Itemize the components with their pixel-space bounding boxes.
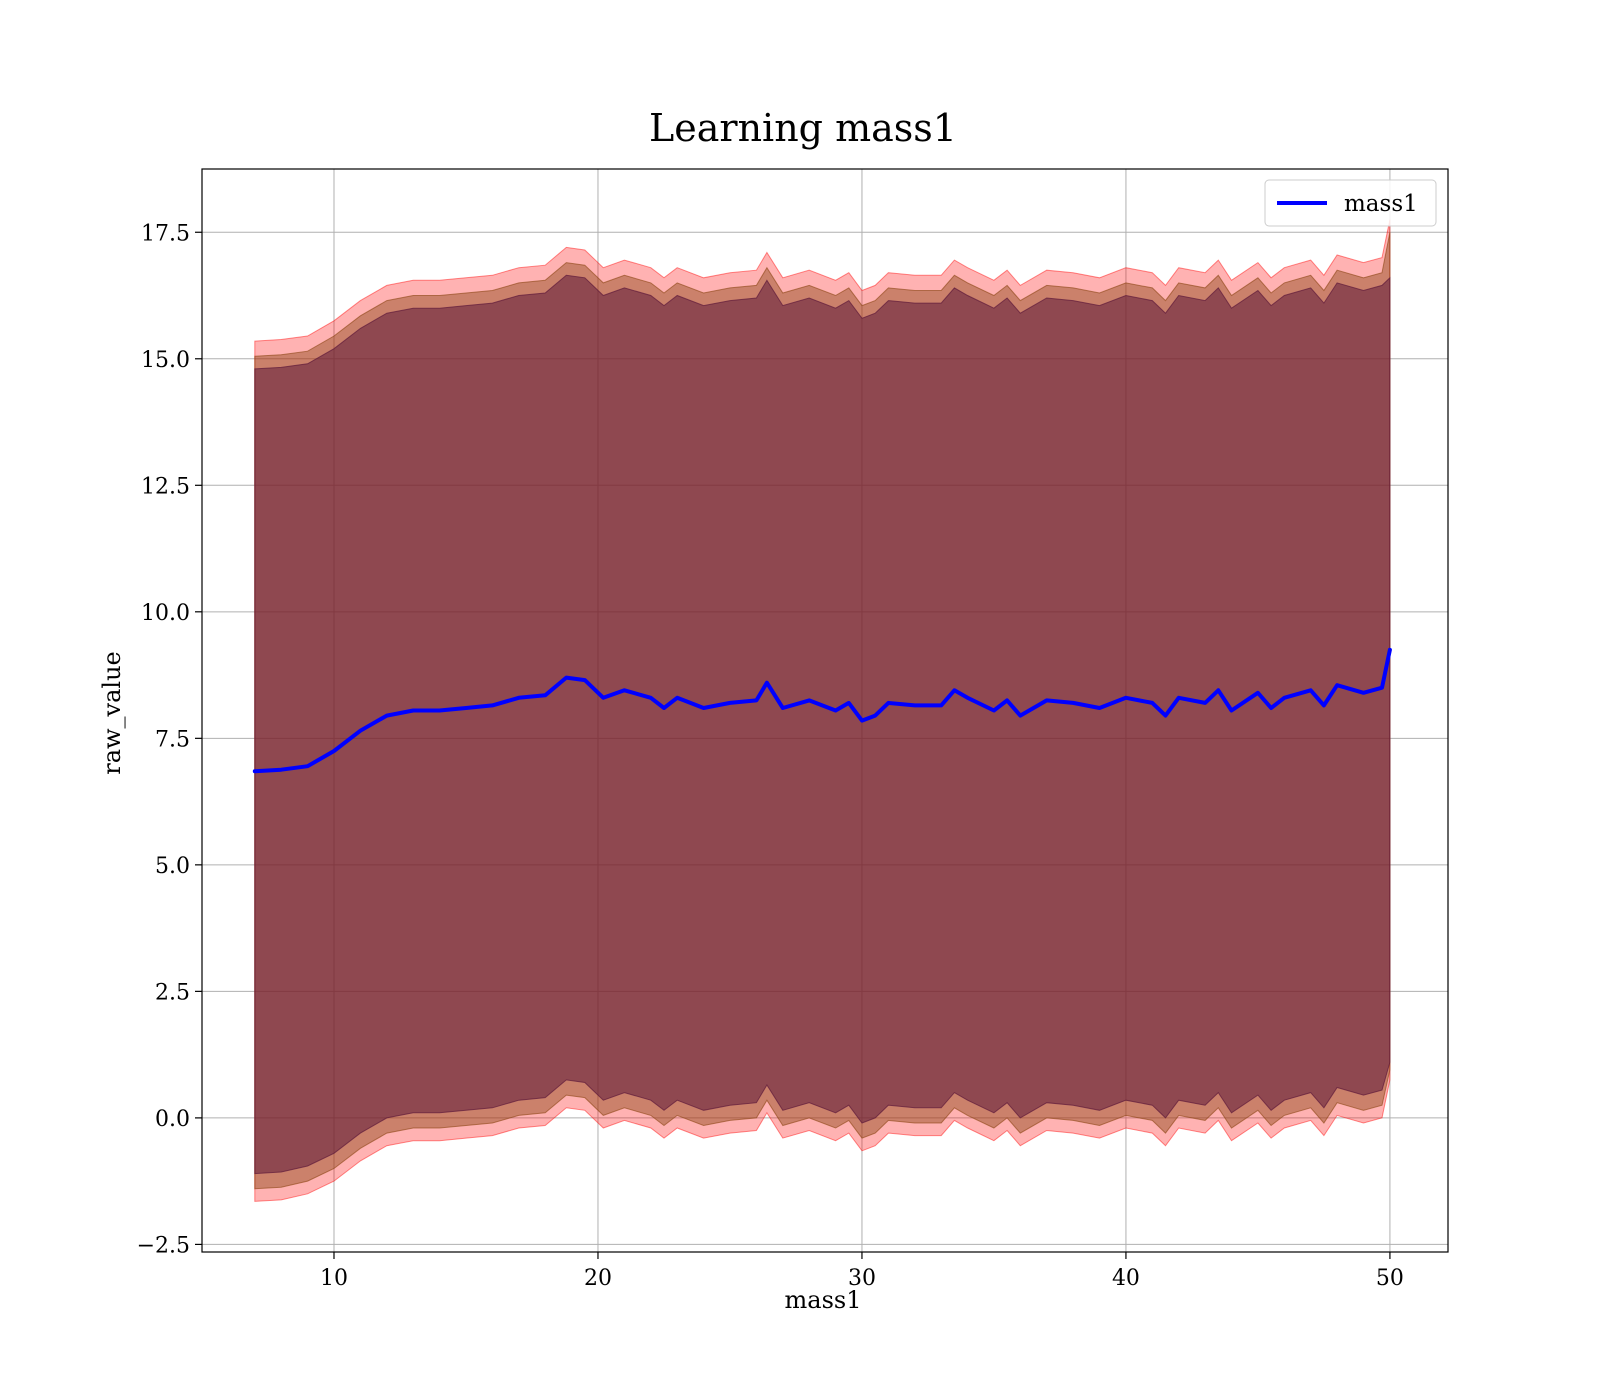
y-tick-label-2: 2.5 (155, 980, 190, 1005)
y-tick-label-8: 17.5 (141, 221, 190, 246)
legend-box (1264, 179, 1437, 227)
legend: mass1 (1264, 179, 1437, 227)
y-axis-label: raw_value (98, 651, 126, 775)
chart-title: Learning mass1 (649, 106, 957, 150)
y-tick-label-6: 12.5 (141, 474, 190, 499)
y-tick-label-3: 5.0 (155, 854, 190, 879)
x-axis-label: mass1 (785, 1286, 862, 1314)
x-tick-label-1: 20 (584, 1266, 612, 1291)
series-line-mass1 (252, 647, 1392, 774)
legend-label-mass1: mass1 (1344, 191, 1418, 217)
series-lines (252, 647, 1392, 774)
y-tick-label-4: 7.5 (155, 727, 190, 752)
x-axis-ticks: 10 20 30 40 50 (320, 1252, 1404, 1291)
confidence-bands (254, 219, 1391, 1202)
x-tick-label-0: 10 (320, 1266, 348, 1291)
y-tick-label-7: 15.0 (141, 348, 190, 373)
y-axis-ticks: −2.5 0.0 2.5 5.0 7.5 10.0 12.5 15.0 17.5 (137, 221, 202, 1258)
band-2 (254, 274, 1391, 1175)
x-tick-label-4: 50 (1376, 1266, 1404, 1291)
y-tick-label-5: 10.0 (141, 601, 190, 626)
y-tick-label-0: −2.5 (137, 1233, 190, 1258)
x-tick-label-3: 40 (1112, 1266, 1140, 1291)
x-tick-label-2: 30 (848, 1266, 876, 1291)
y-tick-label-1: 0.0 (155, 1107, 190, 1132)
plot-frame (201, 168, 1449, 1253)
